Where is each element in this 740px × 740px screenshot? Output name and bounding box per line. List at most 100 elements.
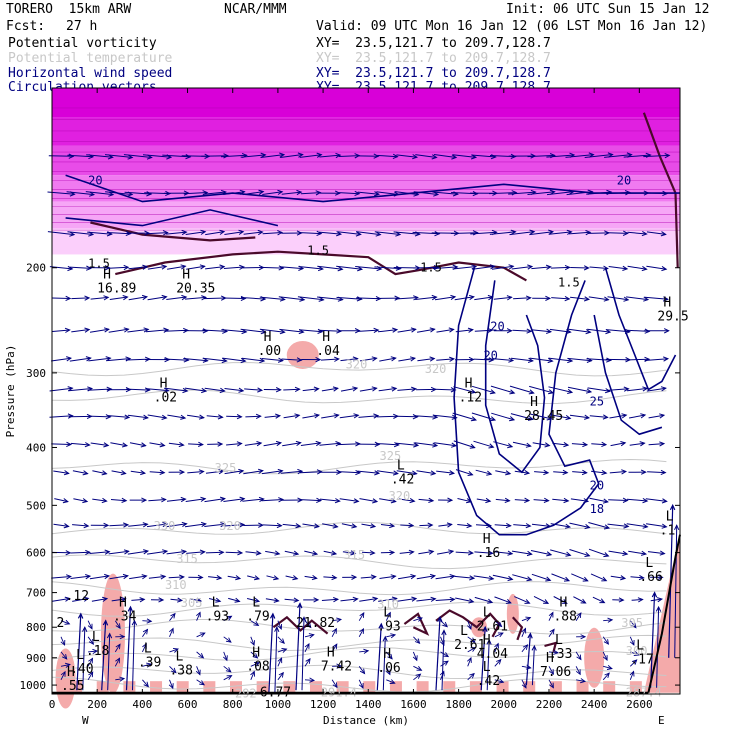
circulation-vector bbox=[377, 470, 399, 476]
circulation-vector bbox=[146, 521, 169, 528]
circulation-vector bbox=[415, 154, 438, 160]
circulation-vector bbox=[457, 498, 473, 504]
y-axis-title: Pressure (hPa) bbox=[4, 345, 17, 438]
extremum-value: 2 bbox=[57, 616, 65, 631]
circulation-vector bbox=[584, 152, 614, 158]
circulation-vector bbox=[647, 469, 667, 476]
circulation-vector bbox=[205, 229, 226, 236]
y-tick-label: 1000 bbox=[20, 679, 47, 692]
circulation-vector bbox=[338, 190, 361, 197]
circulation-vector bbox=[378, 596, 398, 602]
circulation-vector bbox=[473, 440, 495, 449]
circulation-vector bbox=[454, 294, 475, 301]
circulation-vector bbox=[247, 575, 261, 581]
extremum-mark: H bbox=[559, 596, 567, 611]
circulation-vector bbox=[419, 522, 434, 528]
circulation-vector bbox=[610, 575, 627, 581]
circulation-vector bbox=[129, 497, 148, 503]
extremum-value: .12 bbox=[66, 589, 89, 604]
circulation-vector bbox=[416, 470, 437, 476]
circulation-vector bbox=[492, 357, 515, 363]
extremum-value: 28.45 bbox=[524, 409, 563, 424]
circulation-vector bbox=[53, 470, 70, 476]
circulation-vector bbox=[263, 440, 283, 447]
circulation-vector bbox=[510, 357, 534, 363]
circulation-vector bbox=[586, 357, 613, 363]
circulation-vector bbox=[110, 497, 128, 503]
circulation-vector bbox=[474, 327, 494, 334]
circulation-vector bbox=[374, 265, 402, 271]
circulation-vector bbox=[379, 356, 397, 362]
theta-contour bbox=[51, 389, 667, 405]
circulation-vector bbox=[385, 651, 393, 660]
circulation-vector bbox=[454, 356, 475, 363]
circulation-vector bbox=[340, 596, 359, 603]
theta-label: 300 bbox=[626, 644, 648, 658]
circulation-vector bbox=[378, 386, 398, 392]
circulation-vector bbox=[243, 468, 264, 475]
circulation-vector bbox=[240, 152, 267, 158]
circulation-vector bbox=[187, 469, 205, 475]
circulation-vector bbox=[87, 636, 95, 645]
extremum-value: 21.82 bbox=[296, 616, 335, 631]
circulation-vector bbox=[588, 548, 610, 558]
circulation-vector bbox=[262, 522, 283, 529]
circulation-vector bbox=[608, 265, 629, 271]
extremum-mark: H bbox=[483, 633, 491, 648]
circulation-vector bbox=[277, 671, 284, 681]
circulation-vector bbox=[70, 549, 91, 556]
circulation-vector bbox=[208, 597, 222, 603]
circulation-vector bbox=[142, 679, 149, 688]
circulation-vector bbox=[514, 497, 531, 503]
circulation-vector bbox=[304, 677, 316, 683]
circulation-vector bbox=[650, 591, 658, 688]
circulation-vector bbox=[187, 414, 205, 420]
circulation-vector bbox=[265, 597, 280, 603]
circulation-vector bbox=[569, 549, 591, 557]
circulation-vector bbox=[51, 356, 73, 362]
pv-surface-patch bbox=[469, 681, 482, 693]
theta-label: 325 bbox=[215, 461, 237, 475]
circulation-vector bbox=[123, 154, 153, 160]
circulation-vector bbox=[127, 414, 149, 420]
circulation-vector bbox=[284, 597, 300, 603]
circulation-vector bbox=[169, 647, 179, 653]
circulation-vector bbox=[115, 676, 126, 682]
pv-surface-patch bbox=[96, 681, 109, 693]
circulation-vector bbox=[320, 356, 340, 362]
extremum-value: .34 bbox=[113, 610, 137, 625]
extremum-value: .08 bbox=[246, 659, 269, 674]
terrain-slope bbox=[647, 534, 681, 693]
circulation-vector bbox=[377, 153, 399, 160]
circulation-vector bbox=[386, 633, 397, 639]
theta-contour bbox=[51, 664, 667, 680]
circulation-vector bbox=[416, 386, 437, 393]
pv-blob bbox=[286, 340, 319, 369]
x-tick-label: 1000 bbox=[265, 698, 292, 711]
circulation-vector bbox=[413, 616, 423, 622]
circulation-vector bbox=[490, 385, 516, 395]
circulation-vector bbox=[166, 496, 187, 503]
circulation-vector bbox=[148, 574, 167, 580]
circulation-vector bbox=[261, 497, 285, 503]
circulation-vector bbox=[438, 497, 454, 503]
circulation-vector bbox=[531, 328, 553, 334]
circulation-vector bbox=[225, 550, 244, 556]
circulation-vector bbox=[569, 414, 591, 420]
circulation-vector bbox=[646, 265, 668, 272]
circulation-vector bbox=[277, 620, 283, 630]
circulation-vector bbox=[169, 665, 177, 674]
circulation-vector bbox=[398, 574, 417, 580]
circulation-vector bbox=[602, 651, 608, 662]
circulation-vector bbox=[609, 413, 628, 419]
circulation-vector bbox=[189, 597, 203, 603]
circulation-vector bbox=[514, 469, 531, 476]
circulation-vector bbox=[89, 573, 111, 580]
x-tick-label: 400 bbox=[132, 698, 152, 711]
circulation-vector bbox=[439, 670, 445, 680]
circulation-vector bbox=[301, 356, 322, 363]
circulation-vector bbox=[223, 496, 246, 502]
circulation-vector bbox=[149, 442, 166, 448]
circulation-vector bbox=[89, 327, 110, 333]
theta-label: 320 bbox=[425, 362, 447, 376]
